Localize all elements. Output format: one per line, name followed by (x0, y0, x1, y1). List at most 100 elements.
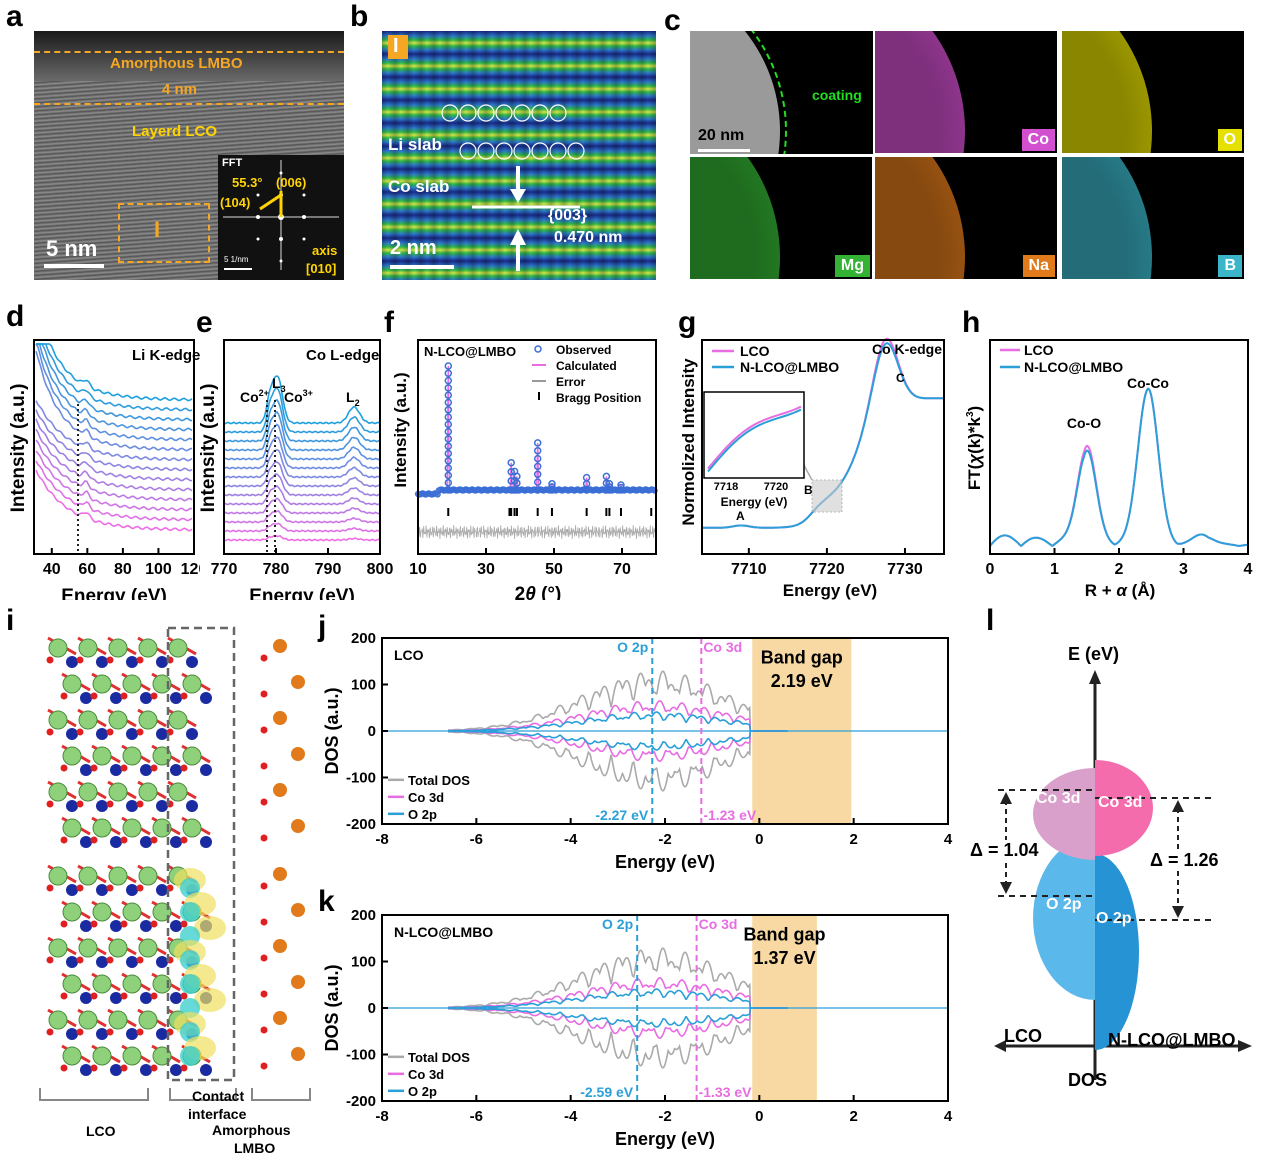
plane-104-label: (104) (220, 195, 251, 210)
li-atom (138, 710, 158, 730)
chart-e-xtick-3: 800 (367, 561, 394, 578)
chart-d-xtick-1: 60 (78, 561, 96, 578)
chart-f-observed-peak-0 (444, 457, 453, 465)
li-atom (168, 710, 188, 730)
o-atom (46, 884, 54, 892)
o-atom (260, 1026, 268, 1034)
o-atom (76, 800, 84, 808)
chart-d-xtick-0: 40 (43, 561, 61, 578)
chart-j-o2p-label: O 2p (617, 639, 648, 655)
chart-e-co2-label: Co2+ (240, 388, 269, 405)
chart-d-series-11 (36, 343, 193, 422)
chart-k-xtick-0: -8 (375, 1108, 388, 1125)
chart-j-total-down (448, 730, 788, 792)
chart-j-ytick-3: -100 (346, 770, 376, 787)
lmbo-atom (291, 819, 305, 833)
co-atom (96, 656, 108, 668)
hrtem-image-a: Amorphous LMBO 4 nm Layerd LCO I 5 nm FF… (34, 31, 344, 280)
chart-f-observed-peak-4 (533, 470, 542, 479)
o-atom (106, 728, 114, 736)
chart-e-series-10 (223, 410, 381, 452)
legend-h-nlco: N-LCO@LMBO (1024, 359, 1123, 375)
o-atom (150, 692, 158, 700)
li-atom (92, 818, 112, 838)
o-atom (260, 1062, 268, 1070)
chart-f-xtick-1: 30 (477, 561, 495, 578)
o-atom (76, 656, 84, 664)
spacing-label: 0.470 nm (554, 229, 623, 246)
li-atom (182, 746, 202, 766)
o-atom (90, 1064, 98, 1072)
panel-j-letter: j (318, 610, 327, 643)
li-atom (138, 638, 158, 658)
l-delta-left: Δ = 1.04 (970, 840, 1039, 861)
lmbo-atom (291, 1047, 305, 1061)
chart-f-observed-peak-5 (548, 483, 556, 491)
chart-f-observed-peak-4 (533, 486, 542, 494)
fft-inset: FFT 55.3° (006) (104) axis [010] 5 1/nm (218, 155, 344, 280)
chart-j-gap-value: 2.19 eV (771, 671, 833, 691)
o-atom (150, 836, 158, 844)
co-atom (96, 956, 108, 968)
chart-f-observed-peak-0 (444, 464, 453, 472)
co-atom (200, 692, 212, 704)
li-atom (92, 902, 112, 922)
chart-g-xtick-1: 7720 (809, 561, 845, 578)
li-atom (78, 938, 98, 958)
chart-f-observed-peak-2 (510, 486, 519, 494)
eds-label-o: O (1217, 129, 1242, 151)
chart-e: Co L-edge Co2+ L3 Co3+ L2 770 780 790 800 E… (198, 339, 394, 600)
chart-j-total-up (448, 670, 788, 732)
li-atom (122, 746, 142, 766)
chart-k-gap-label: Band gap (744, 925, 826, 945)
panel-f-letter: f (384, 306, 394, 339)
chart-k-legend-1: Co 3d (408, 1067, 444, 1082)
o-atom (260, 918, 268, 926)
chart-j-legend-0: Total DOS (408, 773, 470, 788)
chart-k-co3d-label: Co 3d (699, 916, 738, 932)
chart-e-series-0 (223, 534, 381, 542)
chart-j-o2p-up (448, 711, 788, 732)
chart-f-observed-peak-4 (533, 439, 542, 447)
li-atom (48, 866, 68, 886)
chart-f-observed-peak-8 (605, 480, 614, 488)
co-atom (200, 836, 212, 848)
chart-k-xtick-6: 4 (944, 1108, 953, 1125)
charge-density (180, 1046, 200, 1066)
chart-j-ytick-0: 200 (351, 630, 376, 647)
chart-j-xtick-0: -8 (375, 831, 388, 848)
chart-e-series-13 (223, 375, 381, 425)
l-o2p-right-label: O 2p (1096, 910, 1132, 927)
panel-h-letter: h (962, 306, 981, 339)
chart-g-title: Co K-edge (872, 341, 942, 357)
chart-f-xtick-2: 50 (545, 561, 563, 578)
li-atom (108, 866, 128, 886)
chart-k-xtick-1: -6 (470, 1108, 483, 1125)
co-atom (140, 764, 152, 776)
chart-g-inset: 7718 7720 Energy (eV) (703, 391, 805, 509)
l-xaxis-label: DOS (1068, 1070, 1108, 1090)
o-atom (136, 956, 144, 964)
chart-f-observed-peak-0 (444, 486, 453, 494)
fft-scale-label: 5 1/nm (224, 255, 249, 264)
chart-f-observed-peak-9 (617, 486, 625, 494)
co-atom (200, 1064, 212, 1076)
chart-e-series-9 (223, 423, 381, 461)
point-b-label: B (804, 483, 813, 497)
li-atom (78, 866, 98, 886)
chart-j-ytick-4: -200 (346, 816, 376, 833)
chart-e-xtick-0: 770 (211, 561, 238, 578)
chart-f-xlabel: 2θ (°) (515, 584, 562, 600)
chart-e-l2-label: L2 (346, 389, 360, 408)
o-atom (46, 956, 54, 964)
co-atom (156, 656, 168, 668)
o-atom (60, 692, 68, 700)
co-atom (66, 1028, 78, 1040)
chart-k-ytick-4: -200 (346, 1093, 376, 1110)
li-atom (152, 674, 172, 694)
panel-a-letter: a (6, 0, 23, 33)
chart-f-observed-point (651, 487, 658, 494)
o-atom (150, 764, 158, 772)
chart-j-legend-1: Co 3d (408, 790, 444, 805)
chart-j-xlabel: Energy (eV) (615, 852, 715, 872)
